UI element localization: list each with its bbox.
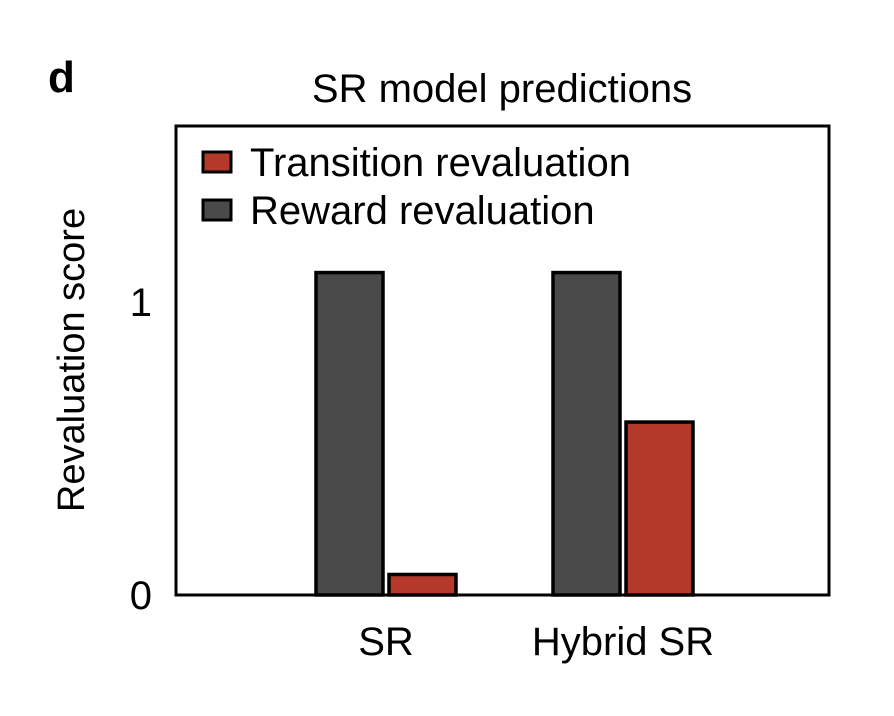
bar-transition-revaluation-sr: [387, 572, 458, 597]
y-tick-label: 1: [130, 281, 152, 325]
bars-layer: [314, 270, 695, 597]
plot-frame: [174, 124, 831, 597]
chart-title: SR model predictions: [312, 67, 692, 111]
bar-transition-revaluation-hybrid-sr: [624, 420, 695, 597]
legend-label-transition-revaluation: Transition revaluation: [250, 141, 631, 185]
y-ticks-layer: 01: [130, 281, 152, 618]
y-tick-label: 0: [130, 574, 152, 618]
x-ticks-layer: SR Hybrid SR: [358, 620, 714, 664]
y-axis-label: Revaluation score: [51, 208, 93, 512]
legend-label-reward-revaluation: Reward revaluation: [250, 189, 595, 233]
legend-swatch-reward-revaluation: [201, 198, 233, 222]
bar-reward-revaluation-hybrid-sr: [551, 270, 622, 597]
panel-label: d: [48, 53, 75, 102]
bar-reward-revaluation-sr: [314, 270, 385, 597]
x-tick-label-hybrid-sr: Hybrid SR: [532, 620, 714, 664]
x-tick-label-sr: SR: [358, 620, 414, 664]
legend-swatch-transition-revaluation: [201, 150, 233, 174]
